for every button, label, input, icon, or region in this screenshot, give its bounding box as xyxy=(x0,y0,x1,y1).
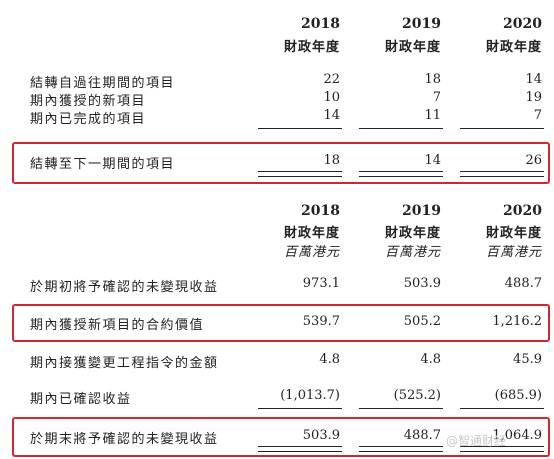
t1-subtotal-line xyxy=(258,128,342,129)
t1-total-double-line xyxy=(258,171,342,177)
t1-cell: 7 xyxy=(533,108,542,123)
t2-subtotal-line xyxy=(258,408,342,409)
t1-cell: 11 xyxy=(424,108,441,123)
t1-cell: 14 xyxy=(323,108,340,123)
t2-cell: (1,013.7) xyxy=(280,388,340,403)
t2-total-cell: 503.9 xyxy=(302,428,340,443)
t2-cell: (525.2) xyxy=(393,388,441,403)
t2-row-label: 期內接獲變更工程指令的金額 xyxy=(30,356,219,371)
t2-fiscal-2019: 財政年度 xyxy=(384,226,441,241)
t2-cell: 505.2 xyxy=(403,314,441,329)
t1-year-2020: 2020 xyxy=(503,16,542,32)
t2-row-label: 於期初將予確認的未變現收益 xyxy=(30,280,219,295)
t1-row-label: 結轉自過往期間的項目 xyxy=(30,76,176,91)
t1-total-cell: 26 xyxy=(525,153,542,168)
t1-row-label: 期內獲授的新項目 xyxy=(30,94,147,109)
t2-cell: 45.9 xyxy=(513,352,542,367)
t2-row-label: 期內已確認收益 xyxy=(30,392,132,407)
t2-cell: 488.7 xyxy=(504,276,542,291)
t1-total-label: 結轉至下一期間的項目 xyxy=(30,157,176,172)
t2-year-2018: 2018 xyxy=(301,203,340,219)
t1-fiscal-2018: 財政年度 xyxy=(283,40,340,55)
t2-unit-2020: 百萬港元 xyxy=(485,245,542,260)
t1-cell: 19 xyxy=(525,90,542,105)
t2-cell: 4.8 xyxy=(420,352,441,367)
t1-year-2018: 2018 xyxy=(301,16,340,32)
t2-row-label: 期內獲授新項目的合約價值 xyxy=(30,318,205,333)
t1-row-label: 期內已完成的項目 xyxy=(30,112,147,127)
t2-subtotal-line xyxy=(359,408,443,409)
t2-unit-2019: 百萬港元 xyxy=(384,245,441,260)
t1-cell: 18 xyxy=(424,72,441,87)
t2-fiscal-2020: 財政年度 xyxy=(485,226,542,241)
t1-fiscal-2020: 財政年度 xyxy=(485,40,542,55)
t1-cell: 10 xyxy=(323,90,340,105)
t2-subtotal-line xyxy=(460,408,544,409)
t2-cell: 539.7 xyxy=(302,314,340,329)
t1-total-highlight xyxy=(12,142,550,184)
t2-cell: 973.1 xyxy=(302,276,340,291)
t2-total-cell: 1,064.9 xyxy=(492,428,542,443)
t1-fiscal-2019: 財政年度 xyxy=(384,40,441,55)
t2-total-double-line xyxy=(258,446,342,452)
t2-total-double-line xyxy=(359,446,443,452)
t2-cell: (685.9) xyxy=(494,388,542,403)
t2-total-label: 於期末將予確認的未變現收益 xyxy=(30,432,219,447)
t1-year-2019: 2019 xyxy=(402,16,441,32)
t1-subtotal-line xyxy=(359,128,443,129)
t1-total-double-line xyxy=(359,171,443,177)
t1-total-cell: 14 xyxy=(424,153,441,168)
t1-subtotal-line xyxy=(460,128,544,129)
t1-total-double-line xyxy=(460,171,544,177)
t1-cell: 7 xyxy=(432,90,441,105)
t1-total-cell: 18 xyxy=(323,153,340,168)
t1-cell: 14 xyxy=(525,72,542,87)
watermark: @智通财经 xyxy=(446,434,507,448)
t2-unit-2018: 百萬港元 xyxy=(283,245,340,260)
t2-cell: 503.9 xyxy=(403,276,441,291)
t2-cell: 1,216.2 xyxy=(492,314,542,329)
t2-new-contracts-highlight xyxy=(12,304,550,342)
t2-cell: 4.8 xyxy=(319,352,340,367)
t2-fiscal-2018: 財政年度 xyxy=(283,226,340,241)
t2-total-highlight xyxy=(12,417,550,457)
t2-total-double-line xyxy=(460,446,544,452)
t1-cell: 22 xyxy=(323,72,340,87)
t2-total-cell: 488.7 xyxy=(403,428,441,443)
t2-year-2020: 2020 xyxy=(503,203,542,219)
t2-year-2019: 2019 xyxy=(402,203,441,219)
